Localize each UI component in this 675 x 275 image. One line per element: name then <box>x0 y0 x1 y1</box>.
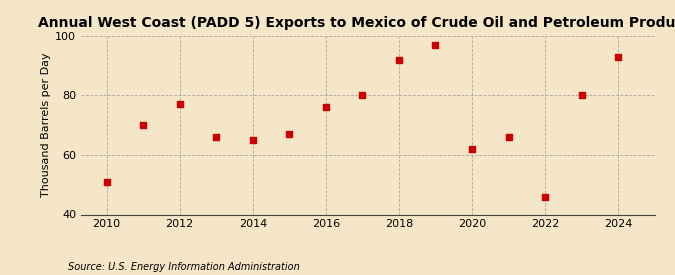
Text: Source: U.S. Energy Information Administration: Source: U.S. Energy Information Administ… <box>68 262 299 272</box>
Point <box>138 123 148 127</box>
Point <box>357 93 368 98</box>
Y-axis label: Thousand Barrels per Day: Thousand Barrels per Day <box>41 53 51 197</box>
Point <box>466 147 477 151</box>
Point <box>613 54 624 59</box>
Title: Annual West Coast (PADD 5) Exports to Mexico of Crude Oil and Petroleum Products: Annual West Coast (PADD 5) Exports to Me… <box>38 16 675 31</box>
Point <box>430 43 441 47</box>
Point <box>174 102 185 106</box>
Point <box>211 135 221 139</box>
Point <box>576 93 587 98</box>
Point <box>540 194 551 199</box>
Point <box>247 138 258 142</box>
Point <box>284 132 295 136</box>
Point <box>101 180 112 184</box>
Point <box>503 135 514 139</box>
Point <box>394 57 404 62</box>
Point <box>321 105 331 109</box>
